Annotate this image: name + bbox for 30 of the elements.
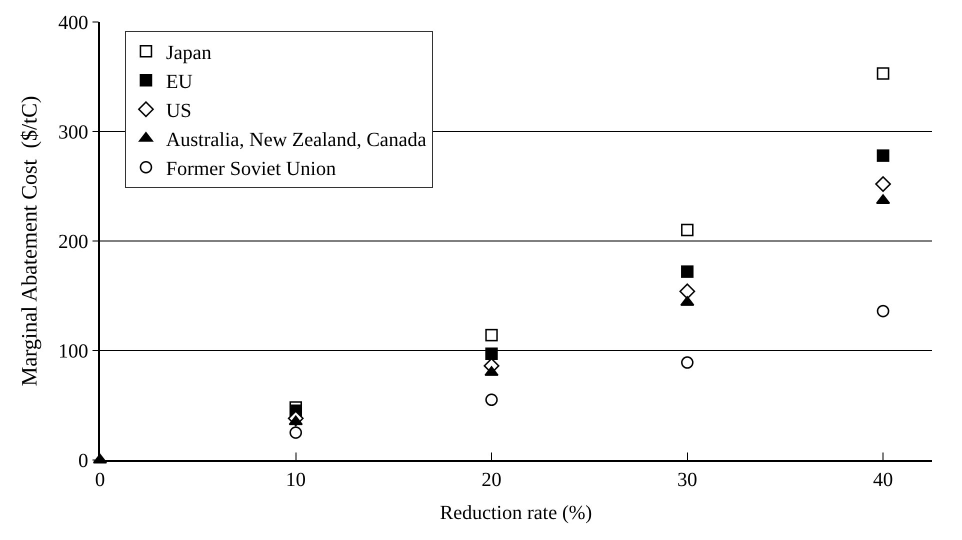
legend-label: Japan	[166, 42, 212, 64]
point	[290, 426, 302, 439]
point	[876, 67, 890, 80]
x-axis-title: Reduction rate (%)	[440, 502, 592, 524]
y-tick-label: 400	[58, 12, 88, 34]
x-tick-label: 40	[873, 468, 894, 491]
legend-label: EU	[166, 71, 194, 94]
point	[876, 149, 890, 162]
point	[681, 224, 694, 236]
y-tick-label: 100	[58, 340, 88, 362]
x-tick-label: 20	[482, 468, 502, 491]
point	[875, 176, 891, 192]
y-tick-label: 200	[58, 231, 88, 253]
point	[681, 356, 694, 369]
point	[485, 328, 498, 342]
legend-label: US	[166, 100, 192, 122]
point	[876, 304, 890, 318]
point	[681, 265, 694, 278]
point	[679, 283, 696, 300]
x-tick-label: 30	[677, 468, 698, 491]
y-axis-title: Marginal Abatement Cost ($/tC)	[16, 96, 42, 386]
y-tick-label: 0	[78, 450, 88, 472]
point	[288, 415, 303, 426]
legend-label: Former Soviet Union	[166, 158, 336, 180]
point	[485, 348, 498, 360]
legend-label: Australia, New Zealand, Canada	[166, 129, 427, 152]
y-tick-label: 300	[58, 122, 88, 144]
x-tick-label: 10	[286, 468, 306, 491]
point	[485, 394, 498, 406]
x-tick-label: 0	[95, 468, 105, 491]
